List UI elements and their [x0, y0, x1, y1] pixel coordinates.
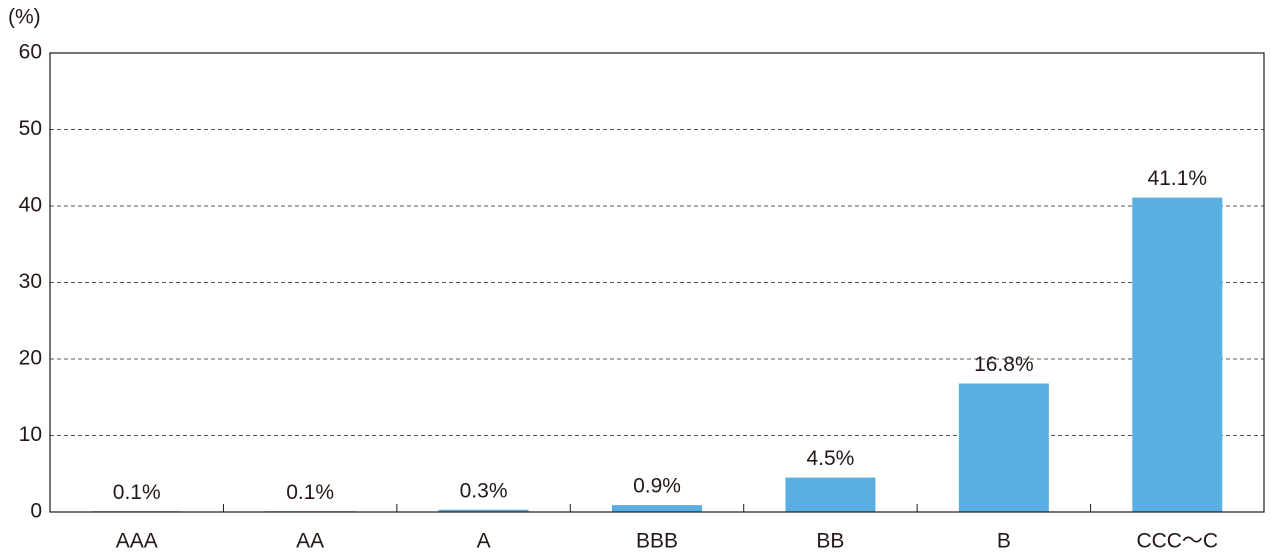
y-tick-label: 20	[19, 347, 42, 370]
plot-border	[49, 52, 1265, 513]
value-label: 4.5%	[806, 447, 854, 470]
x-tick-label: CCC～C	[1136, 530, 1218, 553]
y-axis-label: (%)	[8, 6, 41, 29]
bar	[438, 509, 529, 512]
bar	[958, 383, 1049, 512]
x-tick-label: BBB	[636, 530, 678, 553]
x-tick-label: A	[477, 530, 491, 553]
value-label: 0.3%	[460, 479, 508, 502]
value-label: 0.1%	[286, 481, 334, 504]
y-tick-label: 60	[19, 41, 42, 64]
value-label: 16.8%	[974, 353, 1034, 376]
y-tick-label: 50	[19, 117, 42, 140]
value-label: 0.9%	[633, 475, 681, 498]
y-tick-label: 0	[30, 500, 42, 523]
x-tick-label: AAA	[116, 530, 158, 553]
y-tick-label: 30	[19, 270, 42, 293]
y-tick-label: 10	[19, 423, 42, 446]
y-tick-label: 40	[19, 194, 42, 217]
bar	[785, 477, 876, 512]
x-tick-label: BB	[816, 530, 844, 553]
x-tick-label: AA	[296, 530, 324, 553]
x-tick-label: B	[997, 530, 1011, 553]
value-label: 0.1%	[113, 481, 161, 504]
value-label: 41.1%	[1148, 167, 1208, 190]
bar	[1132, 197, 1223, 512]
bar	[612, 505, 702, 512]
